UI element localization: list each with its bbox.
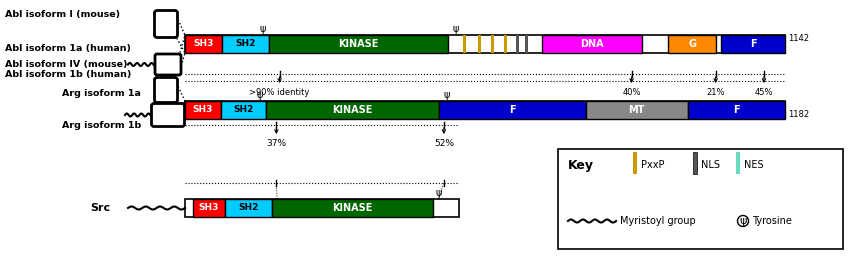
Text: ψ: ψ: [260, 24, 266, 34]
Bar: [225, 199, 272, 217]
Bar: [668, 35, 716, 53]
Text: Abl isoform 1b (human): Abl isoform 1b (human): [5, 70, 131, 80]
Text: 40%: 40%: [622, 88, 641, 97]
Bar: [185, 199, 459, 217]
Bar: [481, 101, 484, 119]
Bar: [736, 152, 740, 174]
Bar: [269, 35, 447, 53]
Text: Arg isoform 1b: Arg isoform 1b: [62, 120, 141, 129]
Text: ψ: ψ: [257, 90, 263, 100]
Bar: [503, 101, 505, 119]
Bar: [185, 101, 221, 119]
Text: MT: MT: [629, 105, 645, 115]
Text: ψ: ψ: [443, 90, 450, 100]
FancyBboxPatch shape: [154, 10, 177, 37]
Text: NLS: NLS: [701, 160, 720, 170]
Text: ψ: ψ: [452, 24, 458, 34]
Bar: [185, 35, 785, 53]
Text: G: G: [688, 39, 696, 49]
Bar: [185, 101, 785, 119]
Text: 45%: 45%: [755, 88, 774, 97]
Text: Abl isoform I (mouse): Abl isoform I (mouse): [5, 10, 120, 18]
Bar: [478, 35, 481, 53]
Bar: [454, 101, 457, 119]
Bar: [721, 35, 785, 53]
Text: PxxP: PxxP: [641, 160, 665, 170]
FancyBboxPatch shape: [154, 77, 177, 103]
Text: ψ: ψ: [740, 216, 746, 226]
Bar: [193, 199, 225, 217]
Text: F: F: [733, 105, 740, 115]
FancyBboxPatch shape: [152, 104, 185, 127]
Bar: [633, 152, 637, 174]
FancyBboxPatch shape: [155, 54, 181, 75]
Text: KINASE: KINASE: [338, 39, 378, 49]
Bar: [463, 35, 466, 53]
Text: F: F: [750, 39, 757, 49]
Text: 37%: 37%: [267, 139, 286, 148]
Text: Myristoyl group: Myristoyl group: [620, 216, 696, 226]
Text: SH2: SH2: [239, 203, 259, 213]
Bar: [516, 35, 519, 53]
Text: KINASE: KINASE: [332, 105, 372, 115]
Text: SH2: SH2: [235, 40, 256, 49]
Bar: [558, 149, 843, 249]
Bar: [439, 101, 586, 119]
Text: Src: Src: [90, 203, 110, 213]
Bar: [526, 35, 528, 53]
Text: Tyrosine: Tyrosine: [752, 216, 792, 226]
Text: 1182: 1182: [788, 110, 809, 119]
Text: 52%: 52%: [434, 139, 454, 148]
Bar: [272, 199, 434, 217]
Bar: [693, 152, 697, 174]
Text: Abl isoform IV (mouse): Abl isoform IV (mouse): [5, 60, 128, 69]
Text: SH3: SH3: [193, 40, 214, 49]
Text: Key: Key: [568, 159, 594, 171]
Bar: [222, 35, 269, 53]
Bar: [504, 35, 508, 53]
Text: SH3: SH3: [199, 203, 219, 213]
Text: SH3: SH3: [193, 105, 213, 115]
Text: >90% identity: >90% identity: [250, 88, 310, 97]
Text: SH2: SH2: [233, 105, 254, 115]
Text: DNA: DNA: [580, 39, 604, 49]
Text: 21%: 21%: [706, 88, 725, 97]
Bar: [221, 101, 266, 119]
Bar: [469, 101, 471, 119]
Text: Arg isoform 1a: Arg isoform 1a: [62, 88, 141, 97]
Text: NES: NES: [744, 160, 763, 170]
Bar: [185, 35, 222, 53]
Bar: [586, 101, 688, 119]
Text: ψ: ψ: [435, 188, 441, 198]
Text: KINASE: KINASE: [332, 203, 373, 213]
Bar: [542, 35, 642, 53]
Text: F: F: [509, 105, 515, 115]
Bar: [266, 101, 439, 119]
Text: 1142: 1142: [788, 34, 809, 43]
Text: Abl isoform 1a (human): Abl isoform 1a (human): [5, 44, 131, 53]
Bar: [492, 35, 494, 53]
Bar: [688, 101, 785, 119]
